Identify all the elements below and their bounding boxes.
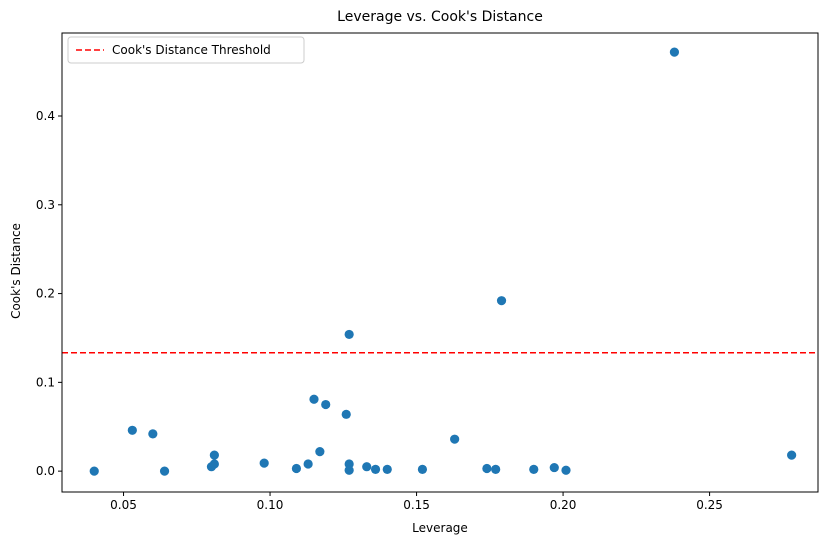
data-point xyxy=(127,425,137,435)
data-point xyxy=(315,447,325,457)
data-point xyxy=(209,459,219,469)
x-tick-label: 0.15 xyxy=(403,498,430,512)
data-point xyxy=(259,458,269,468)
legend-threshold-label: Cook's Distance Threshold xyxy=(112,43,271,57)
data-point xyxy=(496,296,507,306)
x-axis-ticks: 0.05 0.10 0.15 0.20 0.25 xyxy=(110,492,723,512)
data-point xyxy=(529,464,539,474)
data-point xyxy=(148,429,158,439)
x-tick-label: 0.20 xyxy=(550,498,577,512)
y-axis-label: Cook's Distance xyxy=(9,223,23,319)
points-layer xyxy=(89,47,797,476)
data-point xyxy=(344,465,354,475)
data-point xyxy=(309,394,319,404)
data-point xyxy=(450,434,460,444)
y-tick-label: 0.1 xyxy=(36,375,55,389)
data-point xyxy=(303,459,313,469)
data-point xyxy=(417,464,428,474)
data-point xyxy=(669,47,680,57)
data-point xyxy=(362,462,372,472)
y-axis-ticks: 0.0 0.1 0.2 0.3 0.4 xyxy=(36,109,62,478)
x-tick-label: 0.05 xyxy=(110,498,137,512)
data-point xyxy=(159,466,170,476)
data-point xyxy=(291,463,302,474)
data-point xyxy=(370,464,381,474)
data-point xyxy=(482,463,492,474)
x-axis-label: Leverage xyxy=(412,521,468,535)
data-point xyxy=(787,450,797,460)
plot-frame xyxy=(61,32,819,493)
data-point xyxy=(341,409,351,419)
data-point xyxy=(491,464,501,474)
data-point xyxy=(209,450,219,460)
data-point xyxy=(549,462,559,473)
y-tick-label: 0.3 xyxy=(36,198,55,212)
data-point xyxy=(89,466,99,476)
legend-box xyxy=(67,36,305,64)
chart-title: Leverage vs. Cook's Distance xyxy=(337,9,543,25)
x-tick-label: 0.10 xyxy=(257,498,284,512)
y-tick-label: 0.4 xyxy=(36,109,55,123)
y-tick-label: 0.0 xyxy=(36,464,55,478)
legend: Cook's Distance Threshold xyxy=(67,36,305,64)
data-point xyxy=(321,399,331,410)
x-tick-label: 0.25 xyxy=(696,498,723,512)
y-tick-label: 0.2 xyxy=(36,287,55,301)
data-point xyxy=(344,329,354,340)
data-point xyxy=(561,465,571,475)
data-point xyxy=(382,464,392,474)
